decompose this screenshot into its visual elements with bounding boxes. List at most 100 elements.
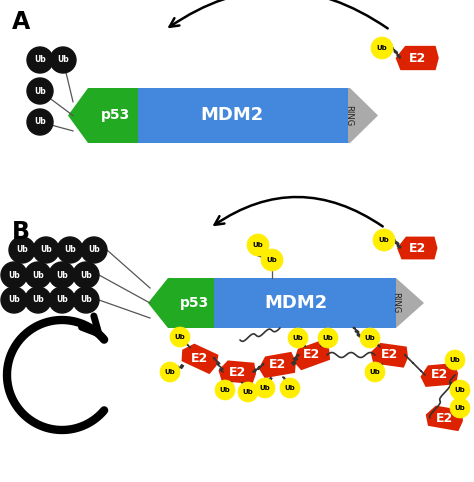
Text: Ub: Ub: [219, 387, 230, 393]
Circle shape: [261, 249, 283, 271]
Polygon shape: [148, 278, 226, 328]
Circle shape: [27, 109, 53, 135]
Circle shape: [215, 380, 235, 400]
Text: Ub: Ub: [266, 257, 277, 263]
Text: E2: E2: [437, 412, 454, 425]
Polygon shape: [214, 278, 396, 328]
Circle shape: [81, 237, 107, 263]
Text: Ub: Ub: [32, 295, 44, 305]
Text: Ub: Ub: [455, 405, 465, 411]
Polygon shape: [396, 46, 439, 70]
Text: Ub: Ub: [164, 369, 175, 375]
Polygon shape: [219, 361, 256, 384]
Polygon shape: [259, 352, 296, 378]
Polygon shape: [348, 88, 378, 143]
Polygon shape: [182, 344, 219, 374]
Text: E2: E2: [431, 369, 448, 381]
Text: Ub: Ub: [57, 55, 69, 65]
Circle shape: [365, 362, 385, 382]
Circle shape: [49, 262, 75, 288]
Circle shape: [170, 327, 190, 347]
Text: Ub: Ub: [80, 295, 92, 305]
Text: MDM2: MDM2: [264, 294, 328, 312]
Circle shape: [318, 328, 338, 348]
Text: Ub: Ub: [64, 245, 76, 254]
Circle shape: [1, 262, 27, 288]
Text: Ub: Ub: [284, 385, 295, 391]
Text: Ub: Ub: [80, 270, 92, 280]
Text: Ub: Ub: [379, 237, 389, 243]
Text: Ub: Ub: [88, 245, 100, 254]
Circle shape: [450, 380, 470, 400]
Circle shape: [247, 234, 269, 256]
Text: RING: RING: [392, 293, 401, 314]
Text: E2: E2: [191, 351, 209, 364]
Text: Ub: Ub: [32, 270, 44, 280]
FancyArrowPatch shape: [215, 197, 383, 227]
Text: p53: p53: [180, 296, 209, 310]
Polygon shape: [68, 88, 150, 143]
Text: E2: E2: [410, 241, 427, 254]
Text: RING: RING: [345, 105, 354, 126]
Circle shape: [445, 350, 465, 370]
Text: Ub: Ub: [8, 295, 20, 305]
Text: Ub: Ub: [377, 45, 387, 51]
Text: Ub: Ub: [16, 245, 28, 254]
Text: E2: E2: [229, 365, 246, 378]
Circle shape: [373, 229, 395, 251]
Text: Ub: Ub: [34, 118, 46, 126]
Circle shape: [288, 328, 308, 348]
Circle shape: [1, 287, 27, 313]
Circle shape: [25, 262, 51, 288]
Text: Ub: Ub: [8, 270, 20, 280]
Circle shape: [371, 37, 393, 59]
Text: Ub: Ub: [323, 335, 333, 341]
Polygon shape: [397, 237, 438, 259]
Text: Ub: Ub: [174, 334, 185, 340]
Circle shape: [360, 328, 380, 348]
Polygon shape: [426, 405, 463, 431]
Circle shape: [57, 237, 83, 263]
Circle shape: [25, 287, 51, 313]
Text: Ub: Ub: [260, 385, 270, 391]
Circle shape: [73, 262, 99, 288]
Circle shape: [50, 47, 76, 73]
Text: Ub: Ub: [292, 335, 303, 341]
Text: E2: E2: [410, 52, 427, 65]
Text: Ub: Ub: [56, 270, 68, 280]
Text: Ub: Ub: [40, 245, 52, 254]
Text: p53: p53: [101, 108, 130, 122]
Polygon shape: [371, 343, 408, 368]
Text: A: A: [12, 10, 30, 34]
Circle shape: [27, 78, 53, 104]
Circle shape: [160, 362, 180, 382]
Polygon shape: [420, 363, 458, 387]
Polygon shape: [396, 278, 424, 328]
Text: Ub: Ub: [243, 389, 254, 395]
Circle shape: [73, 287, 99, 313]
Circle shape: [9, 237, 35, 263]
Text: Ub: Ub: [34, 86, 46, 95]
Text: E2: E2: [269, 359, 287, 372]
Text: Ub: Ub: [34, 55, 46, 65]
Text: Ub: Ub: [370, 369, 380, 375]
Circle shape: [255, 378, 275, 398]
Text: E2: E2: [382, 348, 399, 362]
Polygon shape: [138, 88, 348, 143]
Polygon shape: [293, 340, 330, 370]
Circle shape: [280, 378, 300, 398]
Circle shape: [33, 237, 59, 263]
FancyArrowPatch shape: [170, 0, 388, 28]
Circle shape: [49, 287, 75, 313]
Text: Ub: Ub: [56, 295, 68, 305]
Circle shape: [27, 47, 53, 73]
Text: E2: E2: [303, 348, 320, 362]
Text: Ub: Ub: [455, 387, 465, 393]
Text: Ub: Ub: [365, 335, 375, 341]
Text: Ub: Ub: [253, 242, 264, 248]
Text: Ub: Ub: [450, 357, 460, 363]
Circle shape: [450, 398, 470, 418]
Text: MDM2: MDM2: [201, 107, 264, 124]
Circle shape: [238, 382, 258, 402]
Text: B: B: [12, 220, 30, 244]
